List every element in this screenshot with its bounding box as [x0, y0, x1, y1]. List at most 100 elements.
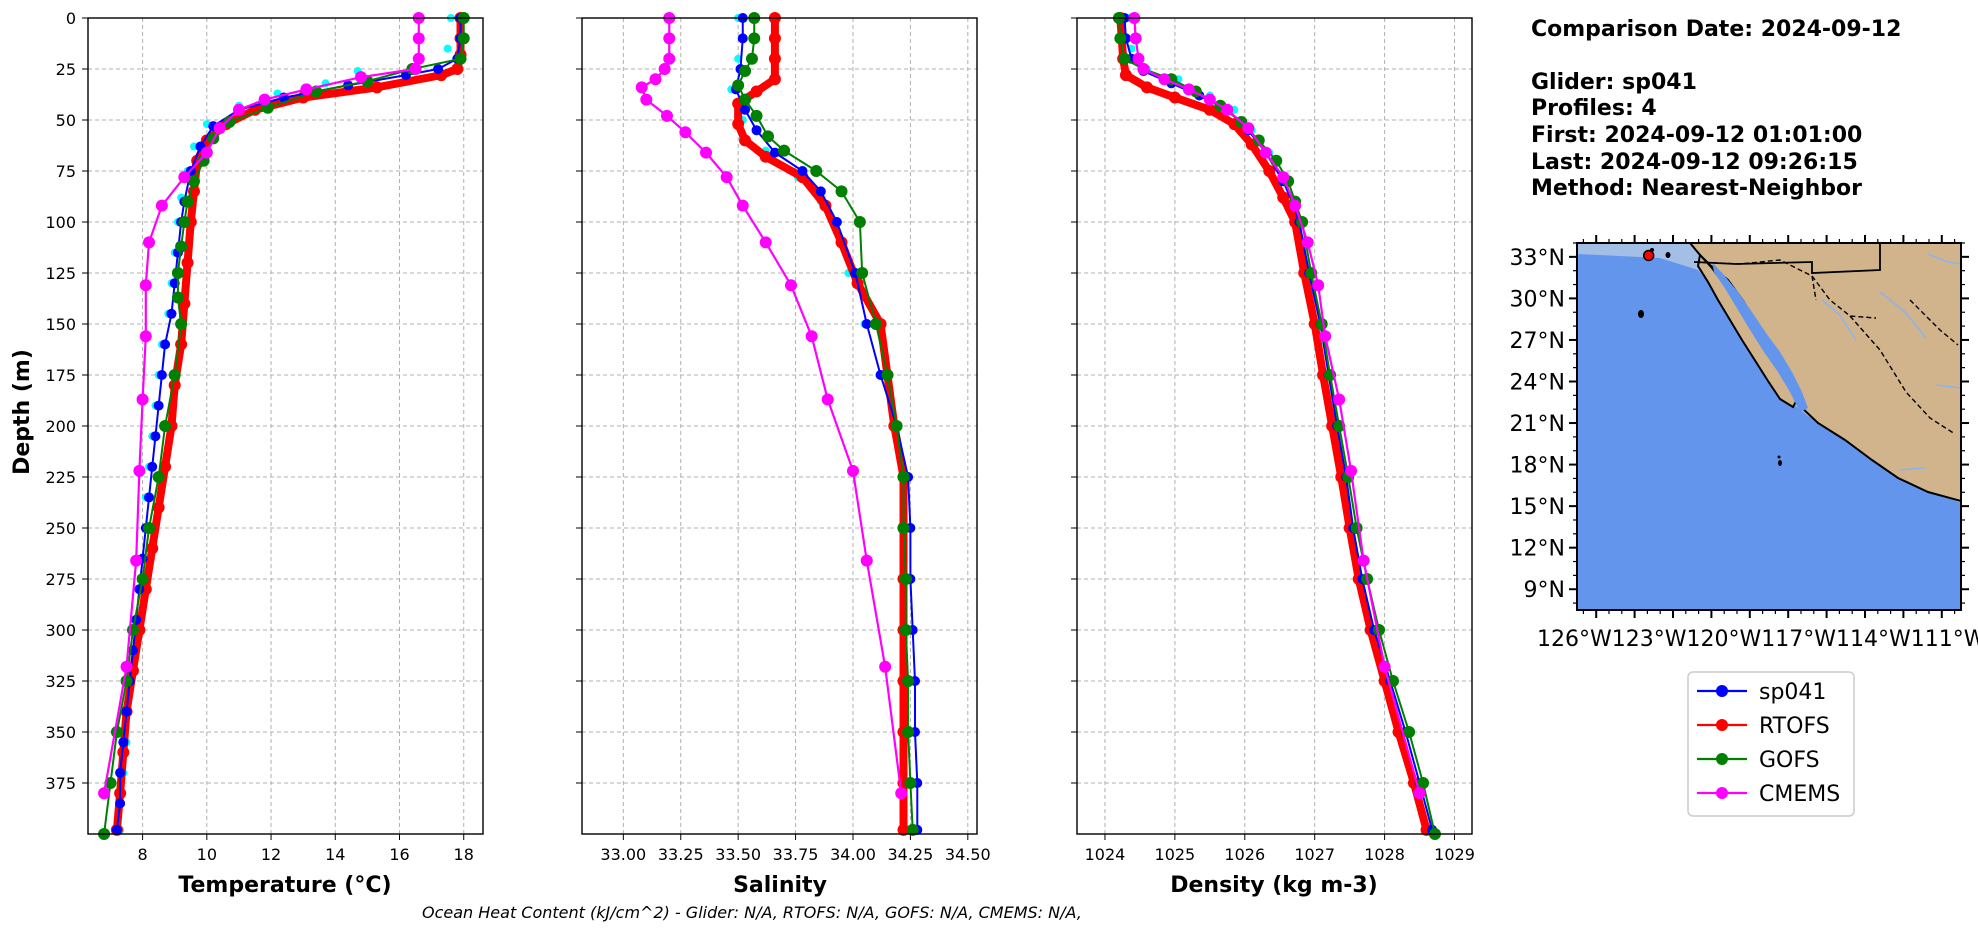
- map-lon-tick-labels: 126°W123°W120°W117°W114°W111°W108°W105°W…: [1537, 627, 1978, 652]
- x-tick-label: 1028: [1364, 845, 1405, 864]
- data-point-rtofs: [1263, 165, 1276, 177]
- x-tick-label: 16: [389, 845, 409, 864]
- temperature-panel: 8 10 12 14 16 18 0 25 50 75 100 125 150 175 200 225 250 2…: [45, 9, 484, 864]
- islands: [1638, 248, 1782, 466]
- data-point-sp041: [150, 431, 161, 442]
- data-point-sp041: [861, 319, 872, 329]
- y-tick-label: 300: [45, 621, 76, 640]
- lat-tick-label: 18°N: [1510, 454, 1565, 479]
- x-tick-label: 10: [197, 845, 217, 864]
- profile-count: Profiles: 4: [1531, 96, 1657, 121]
- panel-frame: [581, 17, 978, 835]
- data-point-gofs: [869, 318, 882, 330]
- data-point-cmems: [660, 109, 673, 122]
- x-tick-label: 34.25: [887, 845, 933, 864]
- temperature-axis-label: Temperature (°C): [178, 873, 391, 898]
- data-point-cmems: [1137, 63, 1150, 75]
- data-point-sp041: [160, 339, 171, 350]
- panel-frame: [87, 17, 484, 835]
- data-point-cmems: [1129, 32, 1142, 45]
- x-tick-label: 34.00: [830, 845, 876, 864]
- data-point-cmems: [784, 279, 797, 292]
- data-point-rtofs: [759, 150, 772, 163]
- data-point-sp041: [153, 400, 164, 411]
- data-point-cmems: [200, 146, 213, 159]
- data-point-cmems: [805, 330, 818, 343]
- data-point-rtofs: [181, 256, 194, 269]
- data-point-cmems: [354, 71, 367, 84]
- data-point-gofs: [856, 267, 869, 279]
- data-point-cmems: [649, 73, 662, 86]
- y-tick-label: 200: [45, 417, 76, 436]
- data-point-gofs: [178, 216, 191, 228]
- data-point-gofs: [223, 116, 236, 129]
- data-point-cmems: [130, 554, 143, 567]
- rivers: [1821, 253, 1961, 471]
- data-point-cmems: [860, 554, 873, 567]
- data-point-rtofs: [1203, 103, 1216, 116]
- data-point-gofs: [890, 420, 903, 432]
- data-point-gofs: [899, 573, 912, 585]
- lat-tick-label: 27°N: [1510, 329, 1565, 354]
- data-point-sp041: [815, 186, 826, 197]
- data-point-gofs: [152, 471, 165, 483]
- legend: sp041 RTOFS GOFS CMEMS: [1687, 671, 1855, 817]
- data-point-cmems: [658, 63, 671, 75]
- data-point-gofs: [748, 32, 761, 45]
- state-borders: [1695, 259, 1959, 435]
- lat-tick-label: 24°N: [1510, 370, 1565, 395]
- data-point-rtofs: [1277, 191, 1290, 204]
- data-point-cmems: [1203, 93, 1216, 106]
- y-tick-label: 250: [45, 519, 76, 538]
- y-tick-label: 125: [45, 264, 76, 283]
- data-point-gofs: [181, 195, 194, 208]
- data-point-cmems: [759, 236, 772, 249]
- legend-label-gofs: GOFS: [1759, 748, 1820, 773]
- info-block: Comparison Date: 2024-09-12 Glider: sp04…: [1531, 17, 1901, 201]
- x-tick-label: 1025: [1155, 845, 1196, 864]
- data-point-sp041: [156, 370, 167, 380]
- data-point-gofs: [906, 823, 919, 836]
- data-point-cmems: [1221, 103, 1234, 116]
- lat-tick-label: 15°N: [1510, 495, 1565, 520]
- y-tick-label: 175: [45, 366, 76, 385]
- data-point-sp041: [831, 217, 842, 227]
- x-tick-label: 1029: [1434, 845, 1475, 864]
- location-map: 33°N 30°N 27°N 24°N 21°N 18°N 15°N 12°N 9°N 126°…: [1510, 235, 1978, 652]
- data-point-sp041: [751, 125, 762, 136]
- legend-label-sp041: sp041: [1759, 680, 1826, 705]
- x-tick-label: 33.75: [773, 845, 819, 864]
- map-ticks: 33°N 30°N 27°N 24°N 21°N 18°N 15°N 12°N 9°N: [1510, 235, 1969, 618]
- series-line-rtofs: [734, 18, 908, 830]
- data-point-sp041: [166, 308, 177, 319]
- data-point-cmems: [1378, 660, 1391, 673]
- data-point-cmems: [1333, 393, 1346, 406]
- data-point-cmems: [409, 63, 422, 75]
- y-tick-label: 100: [45, 213, 76, 232]
- data-point-sp041: [797, 166, 808, 176]
- data-point-rtofs: [152, 501, 165, 514]
- data-point-cmems: [736, 199, 749, 212]
- data-point-rtofs: [768, 73, 781, 86]
- salinity-panel: 33.00 33.25 33.50 33.75 34.00 34.25 34.50: [576, 12, 991, 864]
- data-point-cmems: [895, 787, 908, 800]
- x-tick-label: 1027: [1294, 845, 1335, 864]
- data-point-rtofs: [768, 32, 781, 45]
- glider-marker: [1642, 249, 1655, 262]
- data-point-rtofs: [819, 199, 832, 212]
- data-point-rtofs: [159, 460, 172, 473]
- legend-box: [1687, 671, 1855, 817]
- data-point-sp041: [147, 461, 158, 472]
- x-tick-label: 12: [261, 845, 281, 864]
- y-tick-label: 225: [45, 468, 76, 487]
- data-point-cmems: [1158, 73, 1171, 86]
- y-tick-label: 25: [56, 60, 76, 79]
- data-point-rtofs: [1119, 69, 1132, 82]
- x-tick-label: 8: [137, 845, 147, 864]
- data-point-gofs: [762, 130, 775, 143]
- data-point-gofs: [745, 52, 758, 65]
- legend-marker-cmems: [1716, 787, 1728, 799]
- ocean-heat-content-footer: Ocean Heat Content (kJ/cm^2) - Glider: N…: [422, 903, 1082, 922]
- data-point-cmems: [1259, 146, 1272, 159]
- data-point-cmems: [155, 199, 168, 212]
